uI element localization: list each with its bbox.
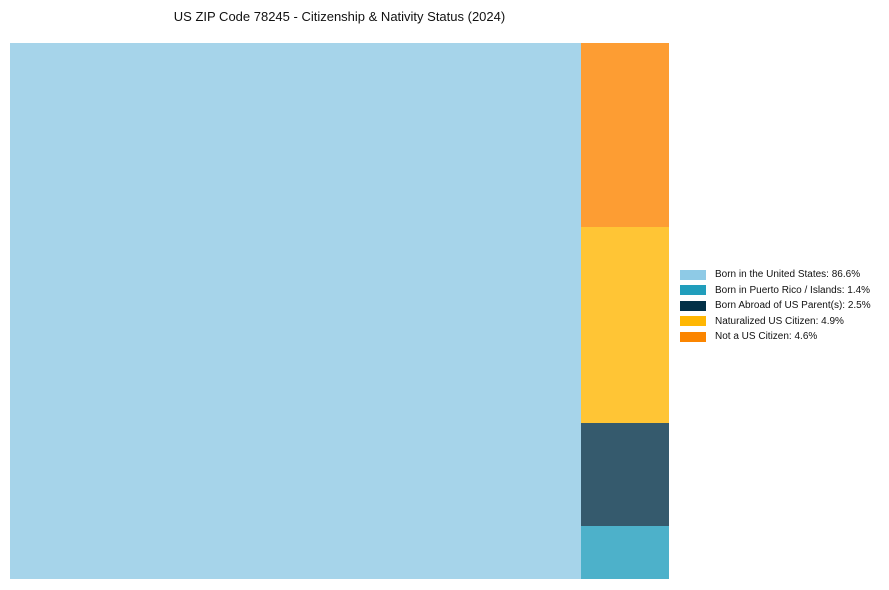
- legend-label: Not a US Citizen: 4.6%: [715, 331, 818, 343]
- legend-swatch: [680, 331, 706, 342]
- chart-title: US ZIP Code 78245 - Citizenship & Nativi…: [173, 9, 506, 24]
- tile-born-in-puerto-rico: [581, 526, 669, 579]
- legend: Born in the United States: 86.6% Born in…: [680, 267, 871, 345]
- legend-item: Born in the United States: 86.6%: [680, 267, 871, 283]
- legend-swatch: [680, 285, 706, 296]
- legend-swatch: [680, 316, 706, 327]
- tile-naturalized-us-citizen: [581, 227, 669, 423]
- tile-not-a-us-citizen: [581, 43, 669, 227]
- legend-swatch: [680, 300, 706, 311]
- tile-born-in-us: [10, 43, 581, 579]
- tile-born-abroad-us-parents: [581, 423, 669, 526]
- legend-swatch: [680, 269, 706, 280]
- legend-item: Naturalized US Citizen: 4.9%: [680, 314, 871, 330]
- legend-item: Born Abroad of US Parent(s): 2.5%: [680, 298, 871, 314]
- legend-label: Naturalized US Citizen: 4.9%: [715, 315, 844, 327]
- legend-label: Born Abroad of US Parent(s): 2.5%: [715, 300, 871, 312]
- legend-label: Born in Puerto Rico / Islands: 1.4%: [715, 284, 871, 296]
- legend-item: Not a US Citizen: 4.6%: [680, 329, 871, 345]
- legend-item: Born in Puerto Rico / Islands: 1.4%: [680, 283, 871, 299]
- legend-label: Born in the United States: 86.6%: [715, 269, 861, 281]
